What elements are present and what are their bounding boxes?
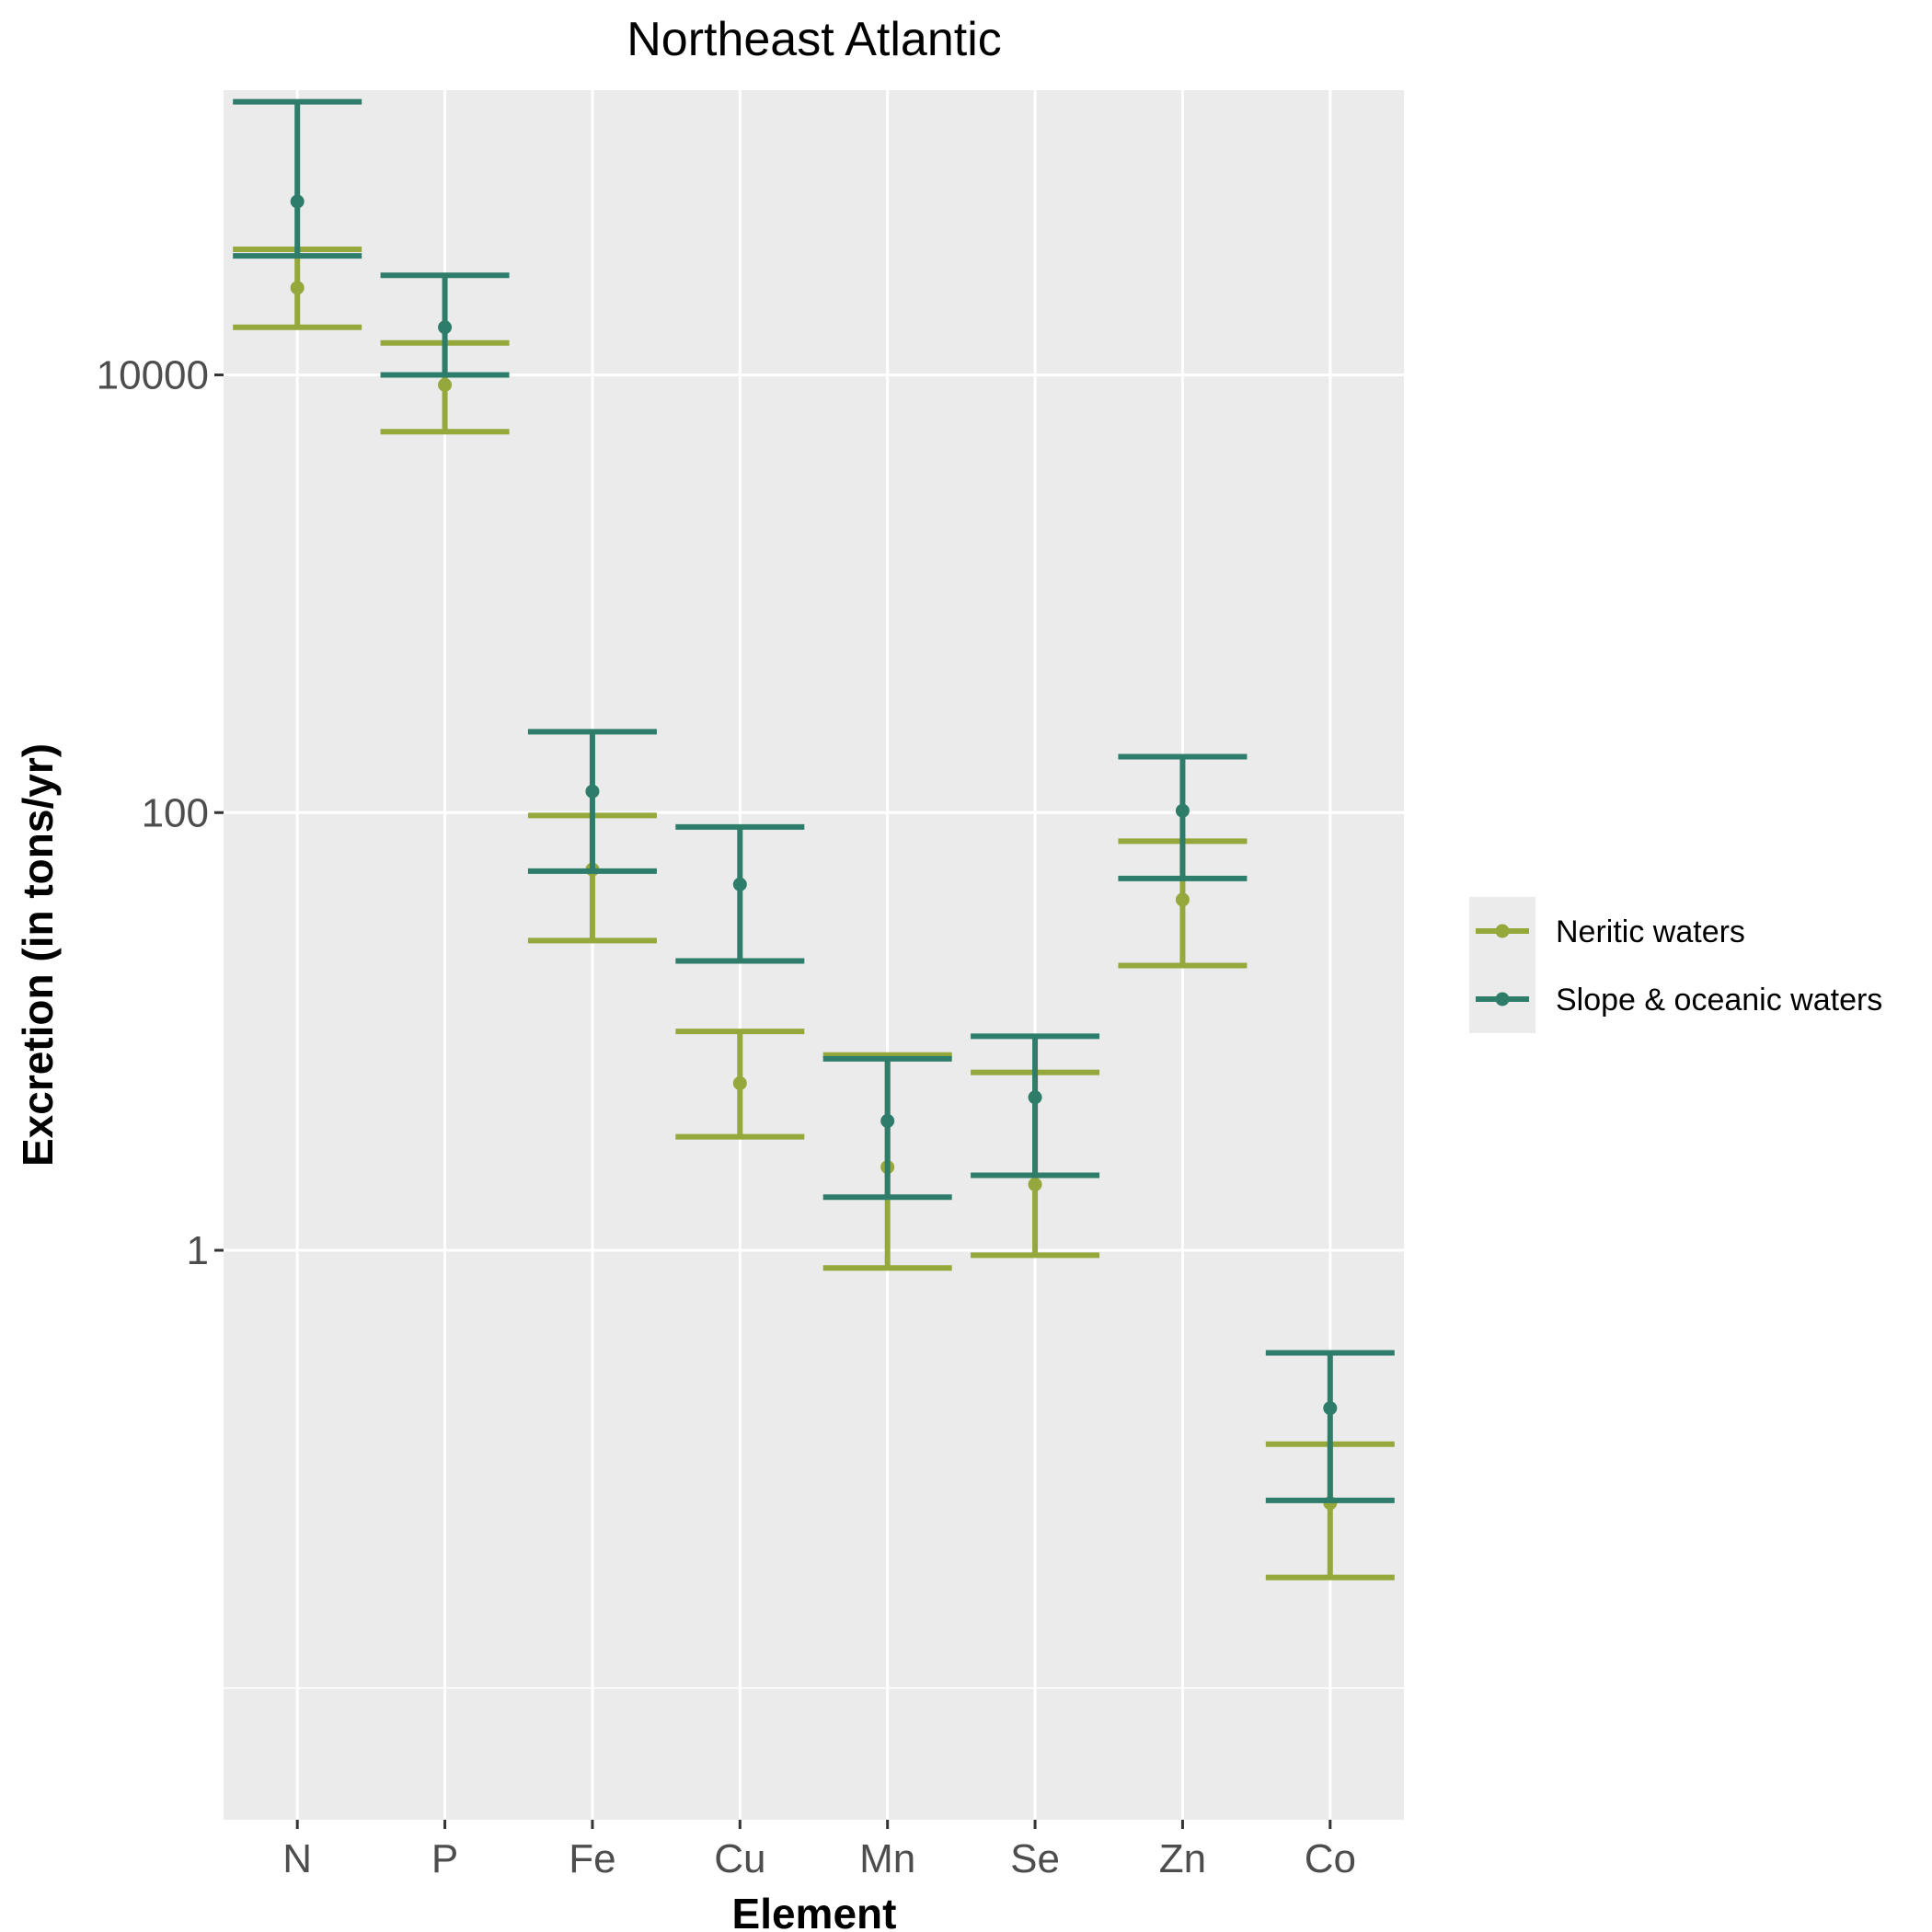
data-point [585,784,600,799]
y-axis: 1 100 10000 [97,352,224,1273]
data-point [732,877,747,891]
data-point [732,1075,747,1090]
data-point [1175,803,1190,818]
x-tick-label: Fe [569,1836,615,1881]
x-tick-label: Mn [859,1836,915,1881]
data-point [438,320,453,335]
y-axis-title: Excretion (in tons/yr) [14,743,62,1167]
legend-key-point [1495,924,1510,938]
legend: Neritic waters Slope & oceanic waters [1469,897,1882,1033]
data-marks [233,98,1395,1581]
y-tick-label: 100 [142,790,209,835]
y-tick-label: 10000 [97,352,209,397]
x-tick-label: Cu [714,1836,765,1881]
series-group [233,98,1395,1503]
x-tick-label: Se [1010,1836,1060,1881]
data-point [1175,892,1190,907]
data-point [1323,1401,1338,1416]
x-axis: N P Fe Cu Mn Se Zn Co [282,1820,1356,1881]
data-point [290,281,305,295]
data-point [880,1113,895,1128]
legend-key-background [1469,897,1535,1033]
y-tick-label: 1 [187,1228,209,1273]
x-tick-label: Zn [1159,1836,1206,1881]
chart-title: Northeast Atlantic [627,13,1002,66]
x-tick-label: P [431,1836,458,1881]
legend-label: Neritic waters [1556,914,1745,949]
x-axis-title: Element [732,1890,897,1932]
data-point [1028,1090,1042,1105]
x-tick-label: N [282,1836,312,1881]
data-point [290,194,305,209]
data-point [438,377,453,392]
legend-key-point [1495,992,1510,1006]
legend-label: Slope & oceanic waters [1556,983,1882,1018]
x-tick-label: Co [1305,1836,1356,1881]
data-point [1028,1177,1042,1191]
plot-panel [224,90,1404,1820]
